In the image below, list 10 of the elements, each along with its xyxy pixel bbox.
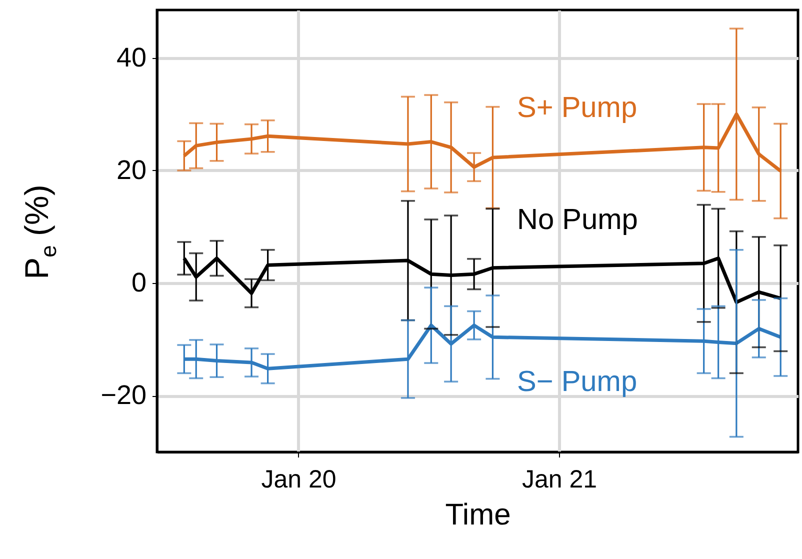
x-tick-label: Jan 21 (522, 466, 598, 494)
y-tick-label: 40 (116, 42, 146, 72)
x-axis-title: Time (445, 498, 511, 532)
series-label: S− Pump (517, 366, 638, 398)
y-tick-label: 0 (131, 268, 146, 298)
y-tick-label: 20 (116, 154, 146, 185)
x-tick-label: Jan 20 (261, 466, 336, 494)
series-label: No Pump (517, 204, 638, 236)
y-tick-label: −20 (100, 380, 146, 410)
series-label: S+ Pump (517, 92, 638, 124)
